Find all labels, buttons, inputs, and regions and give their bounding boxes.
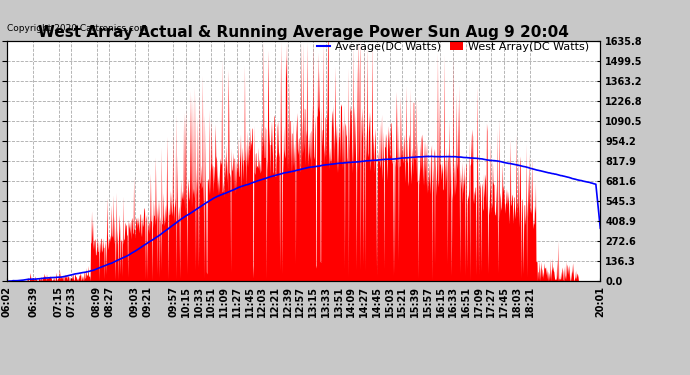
Title: West Array Actual & Running Average Power Sun Aug 9 20:04: West Array Actual & Running Average Powe… xyxy=(38,25,569,40)
Legend: Average(DC Watts), West Array(DC Watts): Average(DC Watts), West Array(DC Watts) xyxy=(317,42,589,52)
Text: Copyright 2020 Cartronics.com: Copyright 2020 Cartronics.com xyxy=(7,24,148,33)
